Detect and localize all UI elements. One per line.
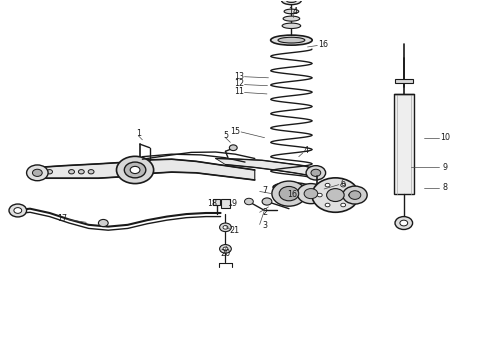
Circle shape	[78, 170, 84, 174]
Circle shape	[341, 203, 345, 207]
Text: 4: 4	[304, 146, 309, 155]
Circle shape	[348, 193, 353, 197]
Circle shape	[312, 178, 359, 212]
Ellipse shape	[283, 16, 300, 21]
Circle shape	[26, 165, 48, 181]
Circle shape	[220, 244, 231, 253]
Text: 6: 6	[340, 179, 345, 188]
Circle shape	[272, 181, 306, 206]
Circle shape	[325, 183, 330, 187]
Text: 16: 16	[318, 40, 328, 49]
Circle shape	[306, 166, 326, 180]
Circle shape	[262, 198, 272, 205]
FancyBboxPatch shape	[394, 94, 414, 194]
Circle shape	[279, 186, 299, 201]
Circle shape	[117, 156, 154, 184]
FancyBboxPatch shape	[220, 199, 230, 208]
Text: 1: 1	[136, 129, 141, 138]
Circle shape	[223, 247, 228, 251]
Text: 2: 2	[262, 208, 267, 217]
Circle shape	[311, 169, 321, 176]
Text: 12: 12	[234, 80, 244, 89]
Ellipse shape	[270, 35, 312, 45]
Text: 13: 13	[234, 72, 244, 81]
Ellipse shape	[280, 185, 303, 190]
Circle shape	[400, 220, 408, 226]
FancyBboxPatch shape	[395, 79, 413, 83]
Text: 14: 14	[288, 7, 298, 16]
Text: 8: 8	[443, 183, 448, 192]
Circle shape	[343, 186, 367, 204]
Ellipse shape	[282, 23, 301, 28]
Circle shape	[245, 198, 253, 205]
Text: 11: 11	[234, 87, 244, 96]
Circle shape	[325, 203, 330, 207]
Ellipse shape	[278, 37, 305, 43]
Text: 20: 20	[220, 249, 230, 258]
Text: 17: 17	[57, 214, 67, 223]
Text: 7: 7	[262, 186, 267, 195]
Circle shape	[341, 183, 345, 187]
Circle shape	[304, 189, 318, 199]
Text: 9: 9	[443, 163, 448, 172]
Polygon shape	[37, 159, 255, 180]
Circle shape	[98, 220, 108, 226]
Circle shape	[349, 191, 361, 199]
Circle shape	[223, 226, 228, 229]
Circle shape	[9, 204, 26, 217]
Text: 18: 18	[207, 199, 217, 208]
Circle shape	[318, 193, 322, 197]
Circle shape	[229, 145, 237, 150]
Circle shape	[124, 162, 146, 178]
Text: 16: 16	[287, 190, 297, 199]
Circle shape	[14, 208, 22, 213]
Circle shape	[220, 223, 231, 231]
Ellipse shape	[282, 0, 301, 5]
Circle shape	[32, 169, 42, 176]
Text: 19: 19	[227, 199, 237, 208]
Circle shape	[88, 170, 94, 174]
FancyBboxPatch shape	[213, 199, 220, 205]
Circle shape	[47, 170, 52, 174]
Circle shape	[395, 217, 413, 229]
Circle shape	[327, 189, 344, 202]
Text: 15: 15	[230, 127, 240, 136]
Circle shape	[297, 184, 325, 204]
Text: 21: 21	[229, 226, 239, 235]
Ellipse shape	[273, 183, 310, 192]
Ellipse shape	[284, 9, 299, 14]
Ellipse shape	[287, 0, 296, 3]
Text: 10: 10	[441, 133, 450, 142]
Circle shape	[130, 166, 140, 174]
Circle shape	[69, 170, 74, 174]
Polygon shape	[216, 158, 316, 176]
Text: 5: 5	[224, 131, 229, 140]
Text: 3: 3	[262, 221, 267, 230]
